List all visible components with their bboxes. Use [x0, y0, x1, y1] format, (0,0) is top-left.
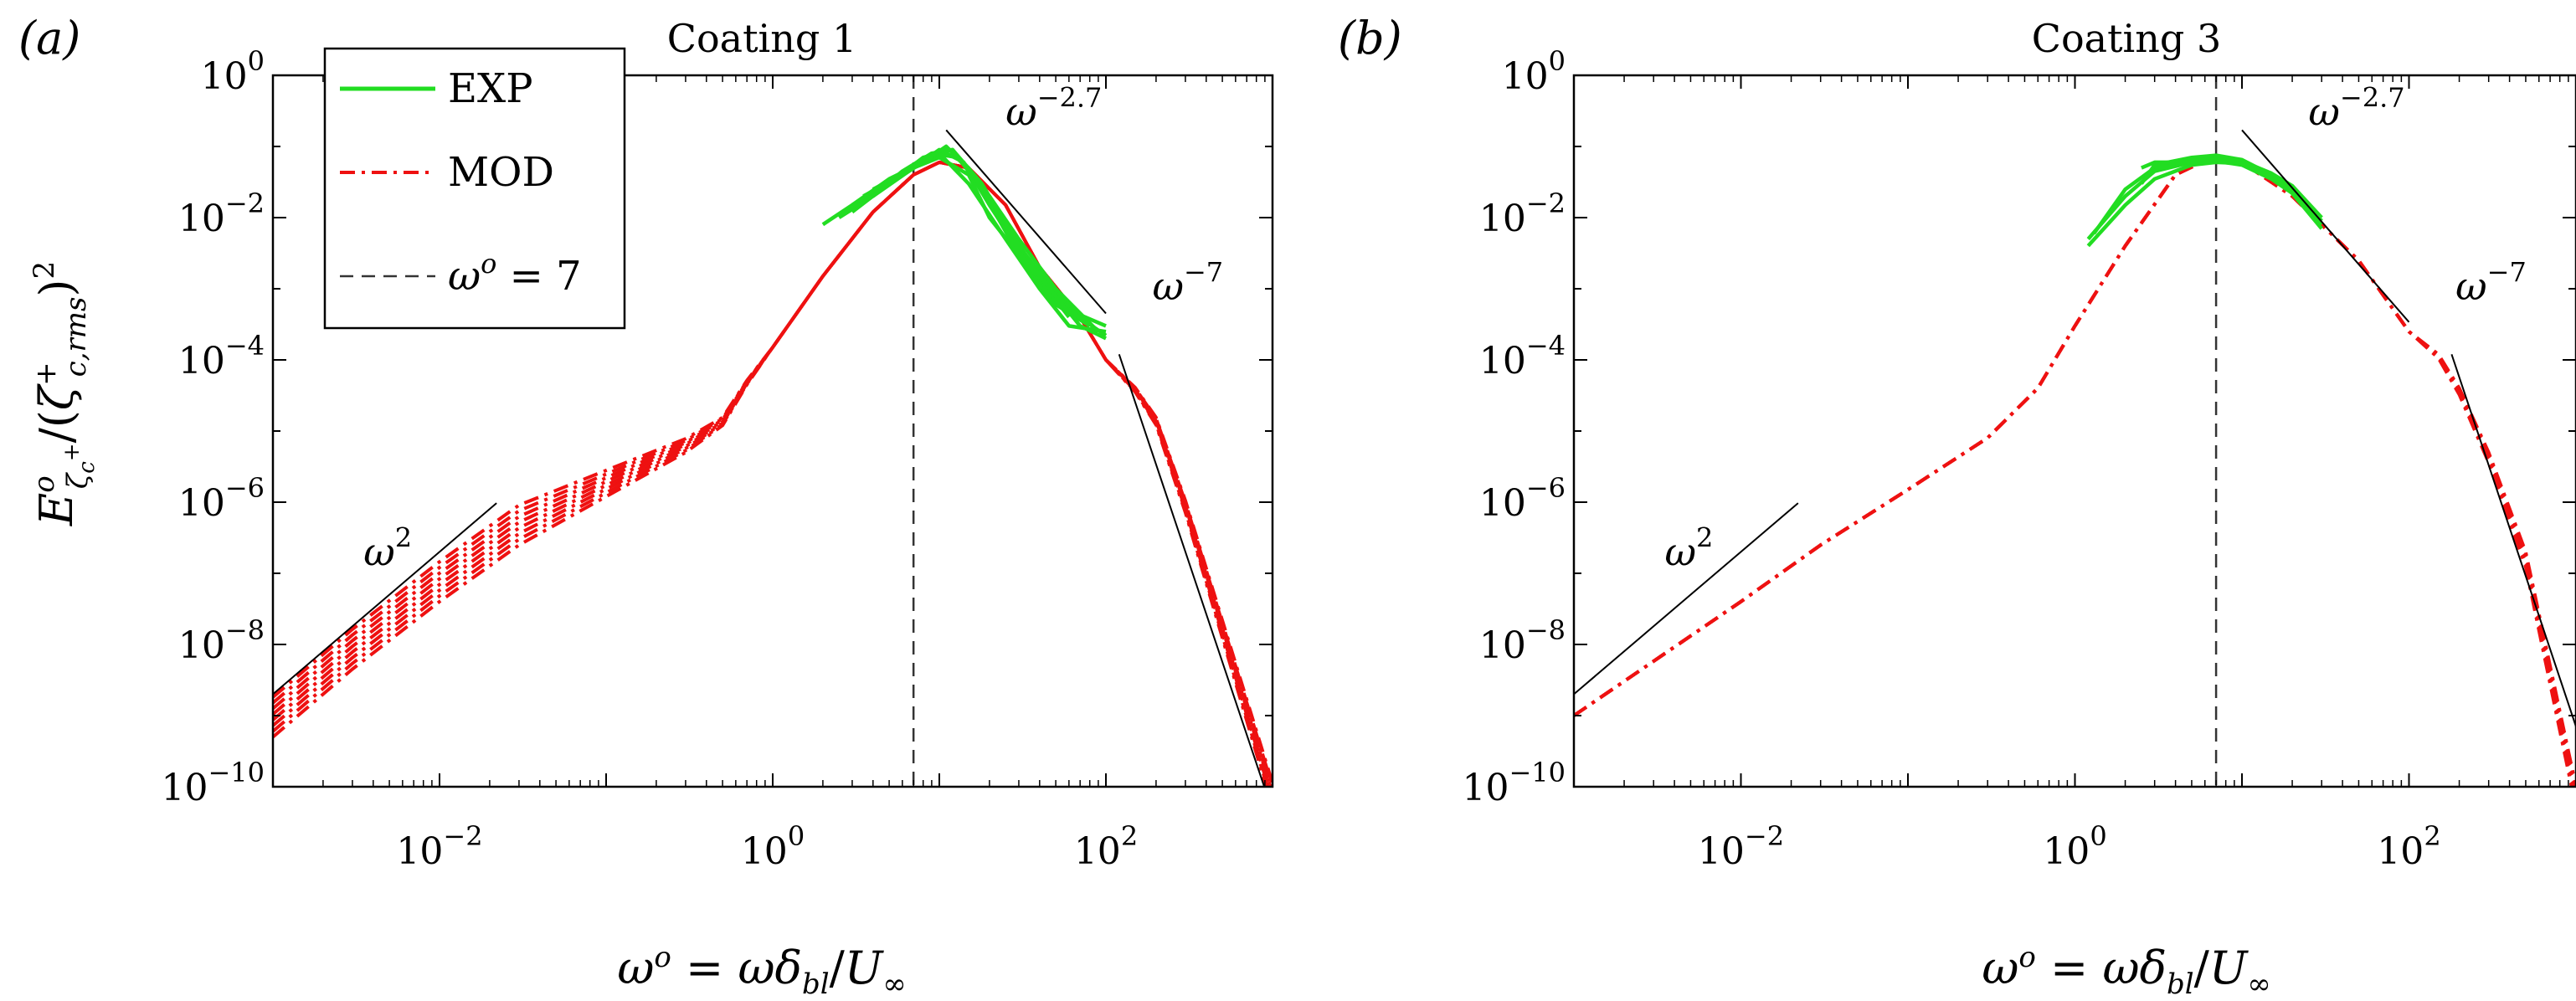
panel-a-xtick-label-3: 102 [1074, 820, 1138, 873]
panel-b-exp-curve-2 [2092, 155, 2323, 235]
panel-a-ytick-label-3: 10−4 [178, 330, 265, 382]
panel-b-data-area [1574, 75, 2576, 787]
panel-a-tag: (a) [18, 12, 80, 64]
panel-b-ticks [1573, 74, 2576, 788]
panel-b-ytick-label-3: 10−4 [1479, 330, 1566, 382]
panel-a-ticks [272, 74, 1273, 788]
panel-a-title: Coating 1 [667, 16, 856, 61]
panel-a-mod-curve-8 [273, 160, 1268, 787]
panel-a-mod-curve-7 [273, 160, 1269, 787]
panel-b-ytick-label-2: 10−2 [1479, 187, 1566, 240]
panel-b-tag: (b) [1338, 12, 1402, 64]
panel-b-mod-curve-3 [1574, 153, 2576, 787]
panel-a-legend: EXP MOD ωo = 7 [323, 47, 626, 330]
panel-b-refline-label-3: ω−7 [2455, 256, 2527, 309]
panel-b-mod-curve-5 [1574, 153, 2574, 787]
panel-b-refline-label-2: ω−2.7 [2308, 81, 2404, 134]
legend-mod-label: MOD [448, 149, 554, 196]
panel-b-mod-curve-4 [1574, 153, 2575, 787]
panel-a-xlabel: ωo = ωδbl/U∞ [617, 941, 906, 1001]
panel-b-xtick-label-2: 100 [2043, 820, 2106, 873]
panel-b-ytick-label-5: 10−8 [1479, 614, 1566, 667]
panel-b-exp-curve-5 [2086, 160, 2323, 248]
panel-b-xtick-label-1: 10−2 [1698, 820, 1784, 873]
panel-b-title: Coating 3 [2032, 16, 2221, 61]
panel-a-xtick-label-1: 10−2 [396, 820, 482, 873]
panel-b-mod-curve-1 [1574, 153, 2576, 787]
panel-a: (a) Coating 1 ω2 ω−2.7 ω−7 10−2 100 102 100 10−… [18, 12, 1274, 1001]
panel-a-refline-2 [945, 129, 1107, 315]
panel-a-mod-curve-6 [273, 160, 1273, 784]
panel-b-refline-2 [2241, 129, 2410, 323]
panel-a-refline-3 [1118, 353, 1266, 787]
panel-b-ytick-label-4: 10−6 [1479, 472, 1566, 525]
panel-a-ytick-label-2: 10−2 [178, 187, 265, 240]
panel-b-refline-label-1: ω2 [1665, 521, 1714, 574]
panel-b: (b) Coating 3 ω2 ω−2.7 ω−7 10−2 100 102 100 10−… [1338, 12, 2576, 1001]
panel-b-mod-curve-6 [1574, 153, 2573, 787]
panel-b-refline-3 [2450, 353, 2576, 727]
panel-a-ytick-label-4: 10−6 [178, 472, 265, 525]
panel-b-refline-1 [1574, 502, 1799, 696]
legend-exp-label: EXP [448, 65, 533, 112]
panel-a-refline-label-1: ω2 [363, 521, 412, 574]
panel-a-refline-label-2: ω−2.7 [1005, 81, 1102, 134]
panel-b-plot: ω2 ω−2.7 ω−7 10−2 100 102 100 10−2 10−4 10−6 10−8 1… [1462, 45, 2576, 873]
panel-b-xtick-label-3: 102 [2377, 820, 2440, 873]
panel-a-ytick-label-6: 10−10 [161, 757, 265, 809]
panel-a-refline-label-3: ω−7 [1152, 256, 1223, 309]
legend-box [323, 47, 626, 330]
panel-b-exp-curve-1 [2086, 157, 2323, 241]
panel-b-ytick-label-1: 100 [1502, 45, 1566, 98]
panel-b-ytick-label-6: 10−10 [1462, 757, 1566, 809]
panel-a-plot: ω2 ω−2.7 ω−7 10−2 100 102 100 10−2 10−4 10−6 10−8 1… [161, 45, 1274, 873]
panel-a-ylabel: Eoζc+/(ζ+c,rms)2 [28, 261, 100, 526]
panel-b-xlabel: ωo = ωδbl/U∞ [1982, 941, 2270, 1001]
panel-b-mod-curve-2 [1574, 153, 2576, 787]
legend-vline-label: ωo = 7 [448, 248, 582, 300]
panel-a-exp-curve-8 [887, 144, 1107, 341]
panel-a-ytick-label-1: 100 [201, 45, 265, 98]
panel-a-ytick-label-5: 10−8 [178, 614, 265, 667]
panel-b-axes-box [1572, 74, 2576, 788]
panel-a-xtick-label-2: 100 [741, 820, 805, 873]
panel-a-refline-1 [273, 502, 497, 696]
panel-a-data-area [273, 75, 1273, 787]
